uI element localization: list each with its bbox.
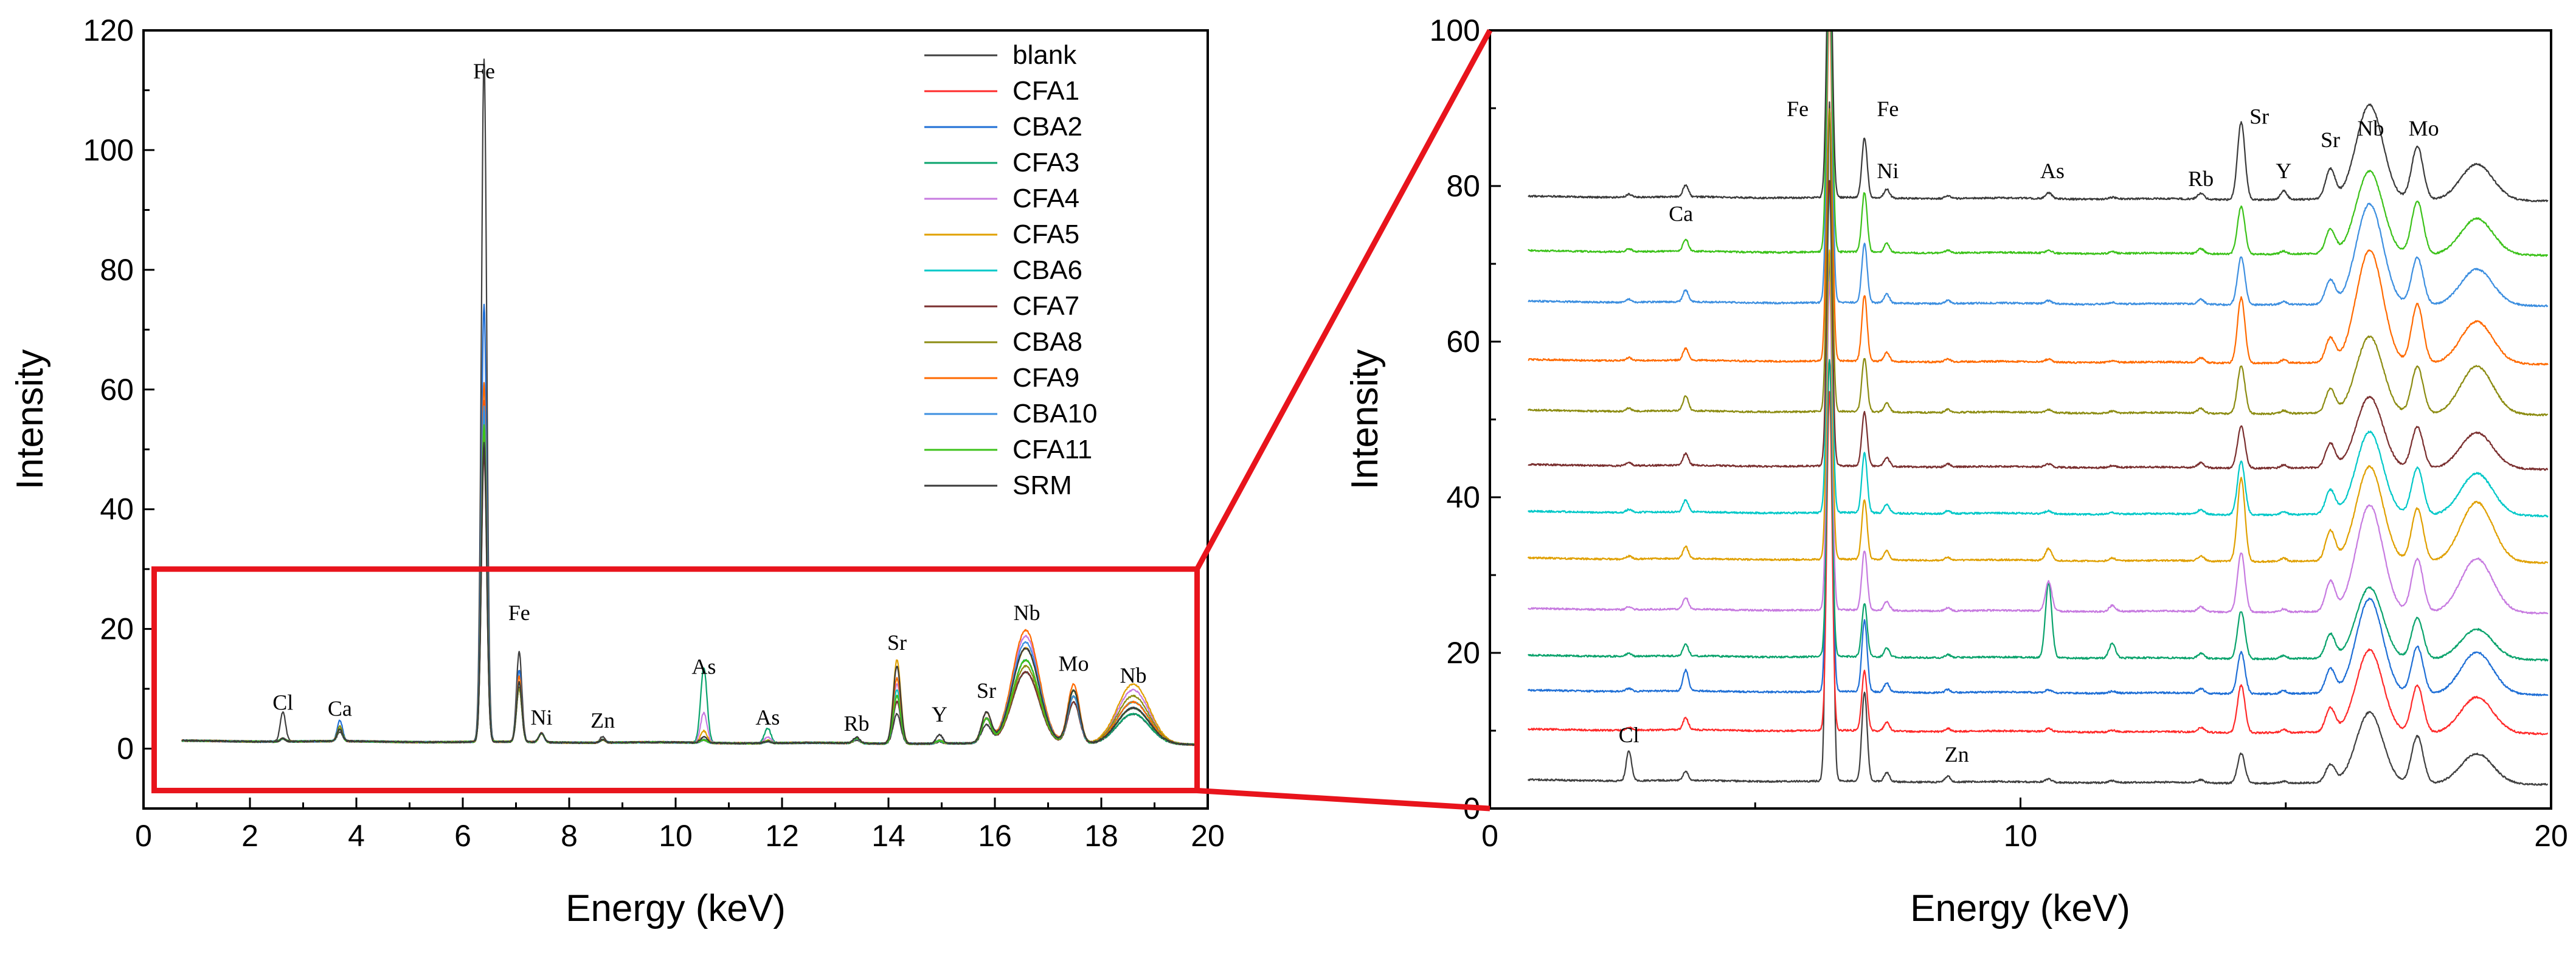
right-trace-CBA10 <box>1528 30 2549 308</box>
right-peak-label: Nb <box>2357 116 2384 140</box>
right-trace-CFA4 <box>1527 281 2549 615</box>
right-trace-CBA6 <box>1527 190 2549 518</box>
right-trace-CBA2 <box>1527 257 2549 697</box>
right-y-tick-label: 40 <box>1446 480 1480 514</box>
legend-label-CBA2: CBA2 <box>1013 112 1082 142</box>
right-trace-CFA3 <box>1528 359 2549 662</box>
zoom-connector-top <box>1194 29 1492 571</box>
left-peak-label: Ca <box>328 696 352 720</box>
left-trace-SRM <box>181 441 1197 746</box>
right-y-axis-label: Intensity <box>1344 350 1386 490</box>
left-peak-label: Fe <box>473 59 495 83</box>
left-x-tick-label: 12 <box>765 819 799 853</box>
left-peak-label: Mo <box>1058 652 1089 676</box>
right-x-tick-label: 10 <box>2004 819 2038 853</box>
right-trace-CBA8 <box>1527 108 2549 416</box>
legend-label-CFA9: CFA9 <box>1013 363 1079 393</box>
right-trace-blank <box>1527 101 2548 786</box>
left-y-tick-label: 40 <box>100 492 134 526</box>
left-peak-label: Nb <box>1120 663 1147 688</box>
legend-label-SRM: SRM <box>1013 471 1072 500</box>
left-x-tick-label: 14 <box>871 819 905 853</box>
legend-label-CFA4: CFA4 <box>1013 184 1079 213</box>
left-peak-label: Sr <box>887 630 907 655</box>
left-peak-label: Fe <box>508 601 530 625</box>
zoom-indicator <box>151 29 1492 812</box>
right-y-tick-label: 80 <box>1446 169 1480 203</box>
right-peak-label: Sr <box>2249 105 2269 129</box>
right-trace-SRM <box>1528 30 2549 202</box>
right-peak-label: Y <box>2276 159 2291 183</box>
left-peak-label: As <box>691 654 716 678</box>
left-peak-label: Nb <box>1014 601 1040 625</box>
right-y-tick-label: 20 <box>1446 636 1480 670</box>
left-x-tick-label: 18 <box>1084 819 1118 853</box>
left-y-tick-label: 0 <box>117 732 134 766</box>
left-y-tick-label: 20 <box>100 612 134 646</box>
right-trace-CFA7 <box>1528 180 2549 471</box>
left-x-tick-label: 16 <box>978 819 1012 853</box>
legend-label-CFA7: CFA7 <box>1013 291 1079 321</box>
legend-label-blank: blank <box>1013 40 1077 70</box>
left-peak-label: Ni <box>531 705 553 729</box>
left-y-axis-label: Intensity <box>9 350 51 490</box>
left-spectra-traces <box>181 58 1197 746</box>
right-spectra-traces <box>1527 30 2549 786</box>
legend-label-CFA3: CFA3 <box>1013 148 1079 178</box>
left-y-tick-label: 120 <box>83 13 134 47</box>
right-axis-ticks: 01020020406080100 <box>1430 13 2568 853</box>
left-x-tick-label: 6 <box>454 819 471 853</box>
right-trace-CFA9 <box>1528 30 2549 366</box>
left-x-tick-label: 10 <box>659 819 693 853</box>
left-x-tick-label: 2 <box>241 819 258 853</box>
left-peak-label: Rb <box>843 711 869 736</box>
left-x-tick-label: 0 <box>135 819 152 853</box>
legend-label-CBA8: CBA8 <box>1013 327 1082 357</box>
right-peak-label: Mo <box>2409 116 2439 140</box>
left-legend: blank CFA1 CBA2 CFA3 CFA4 CFA5 CBA6 CFA7 CBA8 CFA… <box>924 40 1097 500</box>
legend-label-CFA5: CFA5 <box>1013 219 1079 249</box>
right-trace-CFA1 <box>1527 391 2548 736</box>
left-panel: 0 2 4 6 8 10 12 14 16 18 20 0 20 40 60 80 100 120 blank CF… <box>9 13 1225 929</box>
left-axis-ticks: 0 2 4 6 8 10 12 14 16 18 20 0 20 40 60 80 100 120 <box>83 13 1225 853</box>
right-peak-label: As <box>2040 159 2065 183</box>
left-x-tick-label: 4 <box>348 819 365 853</box>
zoom-box <box>151 566 1200 793</box>
left-peak-labels: Fe Fe Cl Ca Ni Zn As As Rb Sr Y Sr Nb Mo Nb <box>272 59 1146 736</box>
left-peak-label: As <box>755 705 780 729</box>
right-peak-label: Cl <box>1619 723 1639 747</box>
right-peak-label: Ca <box>1669 202 1693 226</box>
left-peak-label: Sr <box>977 678 996 703</box>
right-y-tick-label: 60 <box>1446 325 1480 359</box>
right-peak-label: Ni <box>1877 159 1899 183</box>
right-x-axis-label: Energy (keV) <box>1910 888 2130 929</box>
right-x-tick-label: 0 <box>1481 819 1498 853</box>
right-peak-labels: Fe Fe Ni Ca As Rb Sr Y Sr Nb Mo Cl Zn <box>1619 97 2439 767</box>
left-x-tick-label: 8 <box>561 819 578 853</box>
legend-label-CBA6: CBA6 <box>1013 255 1082 285</box>
left-y-tick-label: 60 <box>100 373 134 407</box>
legend-label-CFA11: CFA11 <box>1013 435 1092 464</box>
left-peak-label: Zn <box>590 708 615 733</box>
right-panel: 01020020406080100 FeFeNiCaAsRbSrYSrNbMoC… <box>1344 13 2568 929</box>
zoom-connector-bottom <box>1197 787 1491 812</box>
right-peak-label: Fe <box>1787 97 1809 121</box>
right-peak-label: Fe <box>1877 97 1899 121</box>
left-y-tick-label: 80 <box>100 253 134 287</box>
right-y-tick-label: 100 <box>1430 13 1480 47</box>
left-x-tick-label: 20 <box>1191 819 1225 853</box>
left-y-tick-label: 100 <box>83 133 134 167</box>
legend-label-CBA10: CBA10 <box>1013 399 1097 429</box>
right-peak-label: Rb <box>2188 167 2214 191</box>
right-peak-label: Zn <box>1945 742 1969 767</box>
left-x-axis-label: Energy (keV) <box>566 888 786 929</box>
legend-label-CFA1: CFA1 <box>1013 76 1079 106</box>
right-x-tick-label: 20 <box>2534 819 2568 853</box>
right-peak-label: Sr <box>2321 128 2340 152</box>
left-peak-label: Y <box>932 702 947 726</box>
right-trace-CFA11 <box>1528 30 2549 257</box>
left-peak-label: Cl <box>272 691 293 715</box>
right-trace-CFA5 <box>1527 249 2549 564</box>
